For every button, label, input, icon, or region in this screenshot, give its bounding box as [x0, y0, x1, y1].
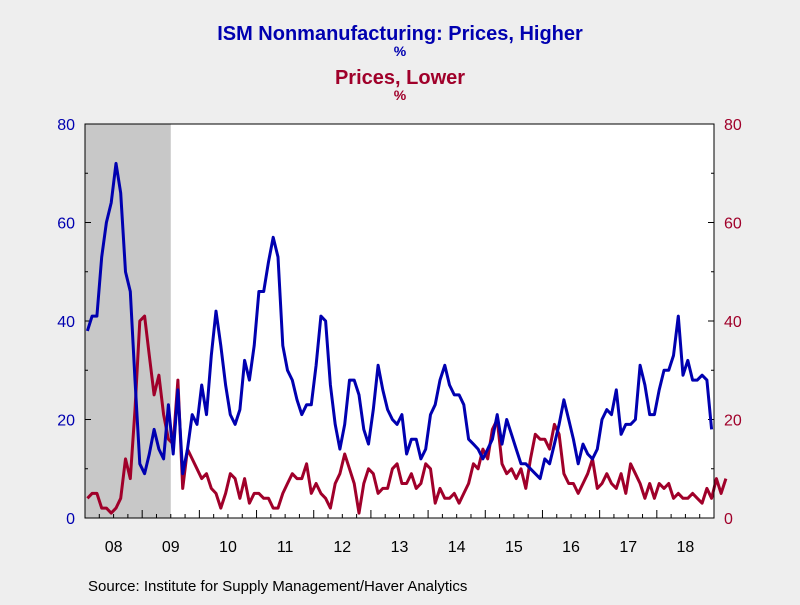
recession-shading — [85, 124, 171, 518]
y-right-tick-label: 0 — [724, 511, 733, 528]
y-left-tick-label: 40 — [57, 314, 75, 331]
x-axis-ticks: 08 09 10 11 12 13 14 15 16 17 18 — [84, 510, 715, 556]
x-tick-label: 11 — [277, 539, 294, 556]
y-right-tick-label: 20 — [724, 413, 742, 430]
y-left-tick-label: 20 — [57, 413, 75, 430]
y-left-tick-label: 60 — [57, 216, 75, 233]
x-tick-label: 16 — [562, 539, 580, 556]
y-right-tick-label: 40 — [724, 314, 742, 331]
source-note: Source: Institute for Supply Management/… — [88, 578, 467, 595]
series-line-prices-lower — [86, 314, 728, 515]
x-tick-label: 18 — [677, 539, 695, 556]
plot-area — [85, 124, 714, 518]
plot-frame — [84, 123, 715, 519]
x-tick-label: 14 — [448, 539, 466, 556]
y-axis-ticks: 0 0 20 20 40 40 60 60 80 80 — [57, 117, 742, 528]
x-tick-label: 15 — [505, 539, 523, 556]
x-tick-label: 17 — [619, 539, 637, 556]
chart-title-lower: Prices, Lower — [335, 67, 465, 89]
y-left-tick-label: 80 — [57, 117, 75, 134]
x-tick-label: 13 — [391, 539, 409, 556]
y-right-tick-label: 60 — [724, 216, 742, 233]
chart-title-higher-unit: % — [394, 43, 407, 59]
y-left-tick-label: 0 — [66, 511, 75, 528]
x-tick-label: 12 — [333, 539, 351, 556]
chart-title-higher: ISM Nonmanufacturing: Prices, Higher — [217, 23, 583, 45]
x-tick-label: 09 — [162, 539, 180, 556]
series-line-prices-higher — [85, 161, 714, 481]
chart-title-lower-unit: % — [394, 87, 407, 103]
y-right-tick-label: 80 — [724, 117, 742, 134]
series-lines — [85, 161, 728, 515]
x-tick-label: 10 — [219, 539, 237, 556]
x-tick-label: 08 — [105, 539, 123, 556]
